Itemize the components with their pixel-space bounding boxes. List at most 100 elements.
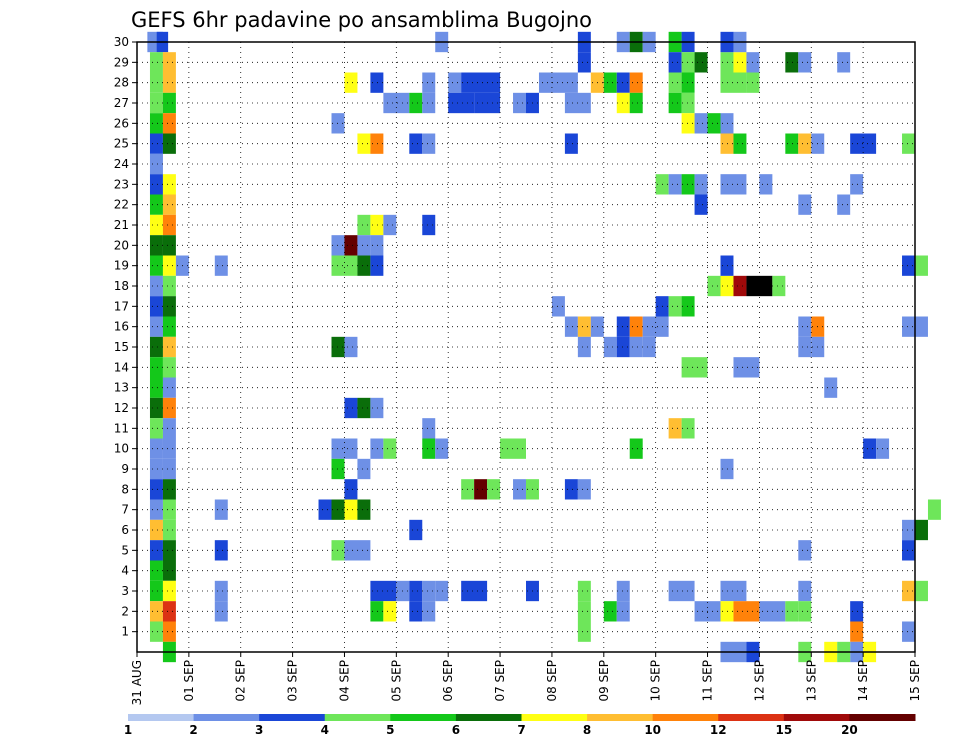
heatmap-cell: [149, 214, 163, 236]
y-tick-label: 14: [114, 360, 129, 374]
heatmap-cell: [629, 316, 643, 337]
heatmap-cell: [629, 92, 643, 114]
heatmap-cell: [564, 479, 578, 500]
heatmap-cell: [733, 357, 760, 378]
heatmap-cell: [357, 255, 371, 276]
heatmap-cell: [720, 174, 747, 195]
heatmap-cell: [162, 540, 176, 561]
heatmap-cell: [149, 336, 163, 358]
heatmap-cell: [149, 438, 163, 459]
heatmap-cell: [149, 418, 163, 439]
colorbar-label: 15: [775, 723, 792, 737]
y-tick-label: 20: [114, 238, 129, 252]
heatmap-cell: [162, 336, 176, 358]
heatmap-cell: [461, 580, 488, 602]
heatmap-cell: [357, 214, 371, 236]
heatmap-cell: [214, 540, 228, 561]
heatmap-cell: [162, 357, 176, 378]
heatmap-cell: [616, 92, 630, 114]
heatmap-cell: [149, 72, 163, 93]
x-tick-label: 10 SEP: [649, 660, 663, 702]
colorbar-swatch: [455, 714, 522, 721]
heatmap-cell: [733, 133, 747, 154]
heatmap-cell: [344, 479, 358, 500]
heatmap-cell: [720, 52, 734, 73]
heatmap-cell: [344, 499, 358, 520]
heatmap-cell: [564, 133, 578, 154]
heatmap-cell: [707, 275, 721, 297]
heatmap-cell: [435, 438, 449, 459]
heatmap-cell: [448, 72, 462, 93]
heatmap-cell: [785, 52, 799, 73]
heatmap-cell: [577, 580, 591, 602]
heatmap-cell: [798, 316, 812, 337]
y-tick-label: 8: [121, 482, 129, 496]
heatmap-cell: [798, 336, 812, 358]
heatmap-cell: [162, 458, 176, 480]
heatmap-cell: [409, 92, 423, 114]
heatmap-cell: [798, 194, 812, 215]
y-tick-label: 9: [121, 462, 129, 476]
colorbar-label: 12: [710, 723, 727, 737]
heatmap-cell: [915, 255, 928, 276]
y-tick-label: 17: [114, 299, 129, 313]
heatmap-cell: [798, 540, 812, 561]
heatmap-cell: [149, 316, 163, 337]
heatmap-cell: [720, 72, 747, 93]
heatmap-cell: [162, 235, 176, 256]
heatmap-cell: [149, 194, 163, 215]
heatmap-cell: [149, 296, 163, 317]
y-tick-label: 29: [114, 55, 129, 69]
heatmap-cell: [577, 52, 591, 73]
heatmap-cell: [422, 133, 436, 154]
y-tick-label: 10: [114, 442, 129, 456]
heatmap-cell: [149, 397, 163, 419]
heatmap-cell: [344, 397, 358, 419]
heatmap-cell: [798, 580, 812, 602]
heatmap-cell: [162, 275, 176, 297]
colorbar-swatch: [128, 714, 195, 721]
heatmap-cell: [629, 336, 643, 358]
heatmap-cell: [577, 316, 591, 337]
heatmap-cell: [616, 336, 630, 358]
heatmap-cell: [642, 316, 669, 337]
heatmap-cell: [422, 72, 436, 93]
heatmap-cell: [487, 479, 501, 500]
colorbar-swatch: [587, 714, 654, 721]
heatmap-cell: [149, 235, 163, 256]
x-tick-label: 06 SEP: [441, 660, 455, 702]
heatmap-cell: [331, 255, 358, 276]
colorbar-label: 4: [321, 723, 329, 737]
x-tick-label: 07 SEP: [493, 660, 507, 702]
heatmap-cell: [149, 255, 163, 276]
heatmap-cell: [149, 580, 163, 602]
heatmap-cell: [785, 601, 799, 622]
colorbar-label: 3: [255, 723, 263, 737]
x-tick-label: 03 SEP: [286, 660, 300, 702]
colorbar-label: 6: [452, 723, 460, 737]
heatmap-cell: [577, 479, 591, 500]
y-tick-label: 28: [114, 76, 129, 90]
heatmap-cell: [162, 194, 176, 215]
x-tick-label: 11 SEP: [701, 660, 715, 702]
heatmap-cell: [149, 92, 163, 114]
heatmap-cell: [616, 601, 630, 622]
y-tick-label: 5: [121, 543, 129, 557]
x-tick-label: 14 SEP: [856, 660, 870, 702]
colorbar-label: 7: [517, 723, 525, 737]
heatmap-cell: [422, 601, 436, 622]
heatmap-cell: [694, 113, 708, 134]
y-tick-label: 30: [114, 35, 129, 49]
heatmap-cell: [902, 519, 915, 541]
heatmap-cell: [162, 174, 176, 195]
heatmap-cell: [149, 52, 163, 73]
x-tick-label: 01 SEP: [182, 660, 196, 702]
heatmap-cell: [370, 235, 384, 256]
heatmap-cell: [409, 133, 423, 154]
chart-title: GEFS 6hr padavine po ansamblima Bugojno: [131, 8, 592, 32]
heatmap-cell: [785, 133, 799, 154]
y-tick-label: 18: [114, 279, 129, 293]
colorbar-label: 8: [583, 723, 591, 737]
heatmap-cell: [149, 560, 163, 581]
colorbar: 1 2 3 4 5 6 7 8 10 12 15 20: [124, 714, 916, 737]
